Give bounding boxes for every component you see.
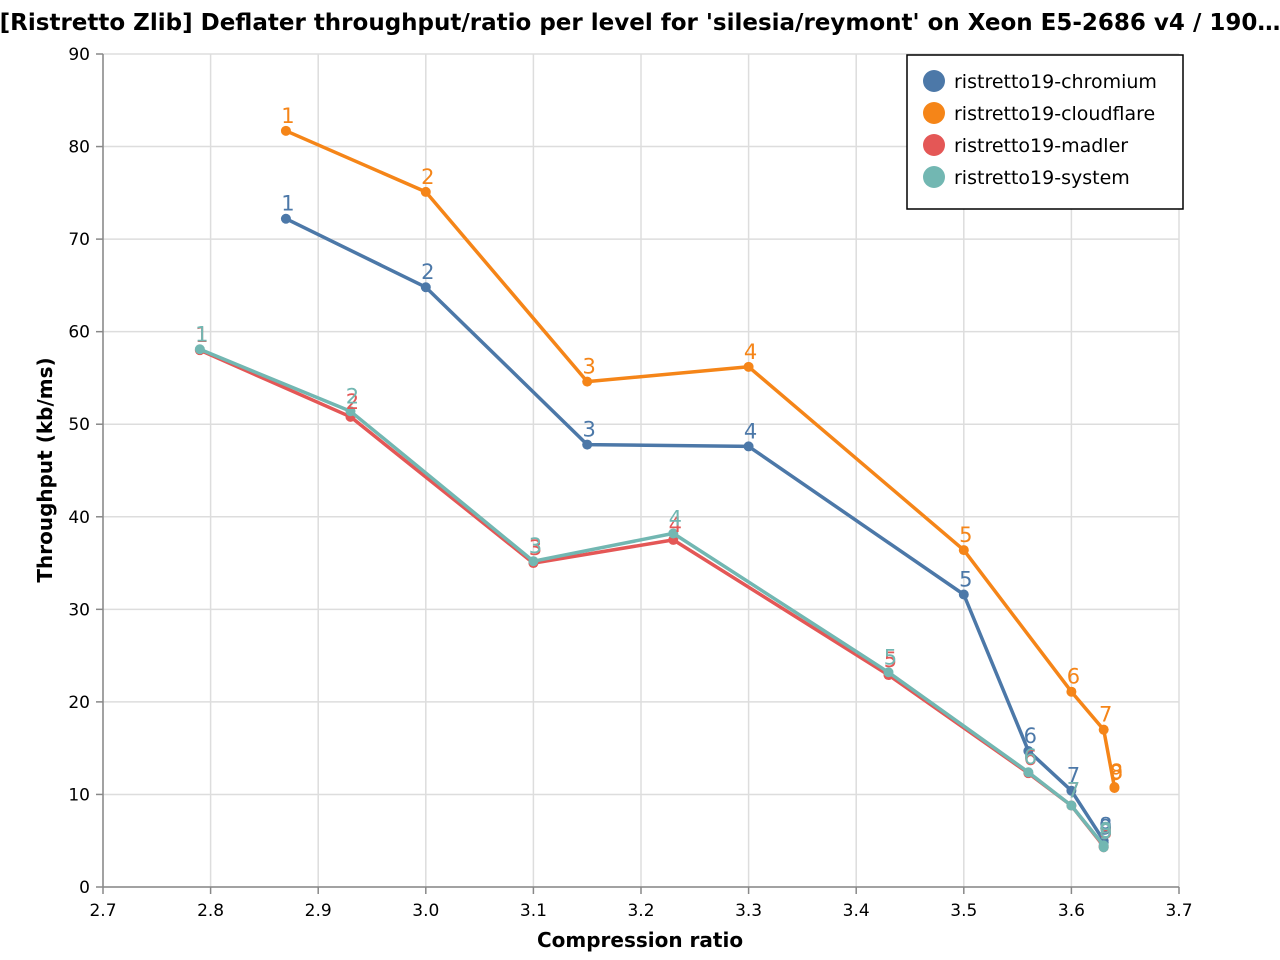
y-tick-label: 0 [79, 878, 90, 898]
data-point [883, 667, 894, 678]
data-label: 1 [195, 322, 208, 346]
data-label: 4 [669, 513, 682, 537]
data-point [582, 376, 593, 387]
data-label: 5 [884, 645, 897, 669]
data-label: 6 [1067, 665, 1080, 689]
data-point [1098, 842, 1109, 853]
x-tick-label: 3.7 [1165, 901, 1192, 921]
x-tick-label: 3.5 [950, 901, 977, 921]
data-label: 3 [529, 536, 542, 560]
data-point [1066, 800, 1077, 811]
data-point [958, 545, 969, 556]
data-label: 4 [669, 506, 682, 530]
data-point [528, 556, 539, 567]
x-tick-label: 2.9 [305, 901, 332, 921]
legend-swatch [923, 166, 945, 188]
data-label: 8 [1099, 819, 1112, 843]
legend-box [906, 54, 1184, 210]
legend-label: ristretto19-chromium [954, 71, 1157, 93]
legend: ristretto19-chromium ristretto19-cloudfla… [906, 54, 1184, 210]
data-label: 9 [1110, 761, 1123, 785]
data-label: 7 [1067, 779, 1080, 803]
data-label: 2 [346, 390, 359, 414]
series-layer [194, 125, 1120, 853]
y-tick-label: 80 [68, 138, 90, 158]
data-point [1023, 745, 1034, 756]
data-label: 8 [1110, 760, 1123, 784]
x-tick-label: 3.6 [1058, 901, 1085, 921]
axes-layer: 2.7 2.8 2.9 3.0 3.1 3.2 3.3 3.4 3.5 3.6 3.7 0 10 20 30… [68, 45, 1192, 921]
data-label: 2 [421, 165, 434, 189]
y-tick-label: 30 [68, 600, 90, 620]
data-label: 6 [1024, 745, 1037, 769]
legend-swatch [923, 102, 945, 124]
y-tick-label: 90 [68, 45, 90, 65]
y-tick-label: 10 [68, 785, 90, 805]
data-label: 3 [529, 534, 542, 558]
legend-label: ristretto19-madler [954, 135, 1128, 157]
data-point [1066, 686, 1077, 697]
data-point [743, 441, 754, 452]
data-point [420, 282, 431, 293]
data-label: 4 [744, 340, 757, 364]
data-label: 7 [1099, 703, 1112, 727]
data-label: 9 [1099, 816, 1112, 840]
legend-swatch [923, 134, 945, 156]
legend-label: ristretto19-system [954, 167, 1130, 189]
data-label: 1 [195, 323, 208, 347]
data-point [194, 344, 205, 355]
y-tick-label: 70 [68, 230, 90, 250]
data-label: 2 [421, 260, 434, 284]
data-point [582, 439, 593, 450]
data-point [1109, 782, 1120, 793]
data-point [743, 361, 754, 372]
y-tick-label: 40 [68, 508, 90, 528]
data-point [668, 528, 679, 539]
y-tick-label: 60 [68, 323, 90, 343]
data-point [420, 186, 431, 197]
y-tick-label: 20 [68, 693, 90, 713]
x-tick-label: 2.7 [89, 901, 116, 921]
x-tick-label: 3.2 [627, 901, 654, 921]
x-tick-label: 3.4 [843, 901, 870, 921]
data-point [1023, 767, 1034, 778]
data-point [1066, 785, 1077, 796]
data-label: 4 [744, 419, 757, 443]
data-label: 3 [583, 355, 596, 379]
data-label: 8 [1099, 814, 1112, 838]
data-label: 6 [1024, 724, 1037, 748]
y-axis-title: Throughput (kb/ms) [33, 357, 57, 582]
data-label: 6 [1024, 746, 1037, 770]
series-line-ristretto19-chromium [285, 217, 1106, 843]
data-point [280, 125, 291, 136]
data-point [345, 406, 356, 417]
data-point [958, 589, 969, 600]
data-label: 9 [1099, 820, 1112, 844]
x-tick-label: 3.0 [412, 901, 439, 921]
data-label: 9 [1099, 820, 1112, 844]
data-label: 5 [959, 523, 972, 547]
x-tick-label: 3.1 [520, 901, 547, 921]
data-label: 7 [1067, 779, 1080, 803]
x-tick-label: 2.8 [197, 901, 224, 921]
legend-swatch [923, 70, 945, 92]
data-label: 2 [346, 384, 359, 408]
data-label: 1 [281, 192, 294, 216]
x-axis-title: Compression ratio [537, 928, 743, 952]
legend-label: ristretto19-cloudflare [954, 103, 1155, 125]
data-point [280, 213, 291, 224]
data-label: 5 [959, 568, 972, 592]
data-label: 8 [1099, 818, 1112, 842]
y-tick-label: 50 [68, 415, 90, 435]
data-label: 1 [281, 104, 294, 128]
chart-title: [Ristretto Zlib] Deflater throughput/rat… [0, 10, 1280, 36]
data-label: 3 [583, 418, 596, 442]
data-label: 7 [1067, 764, 1080, 788]
x-tick-label: 3.3 [735, 901, 762, 921]
data-point [1098, 724, 1109, 735]
data-label: 5 [884, 648, 897, 672]
